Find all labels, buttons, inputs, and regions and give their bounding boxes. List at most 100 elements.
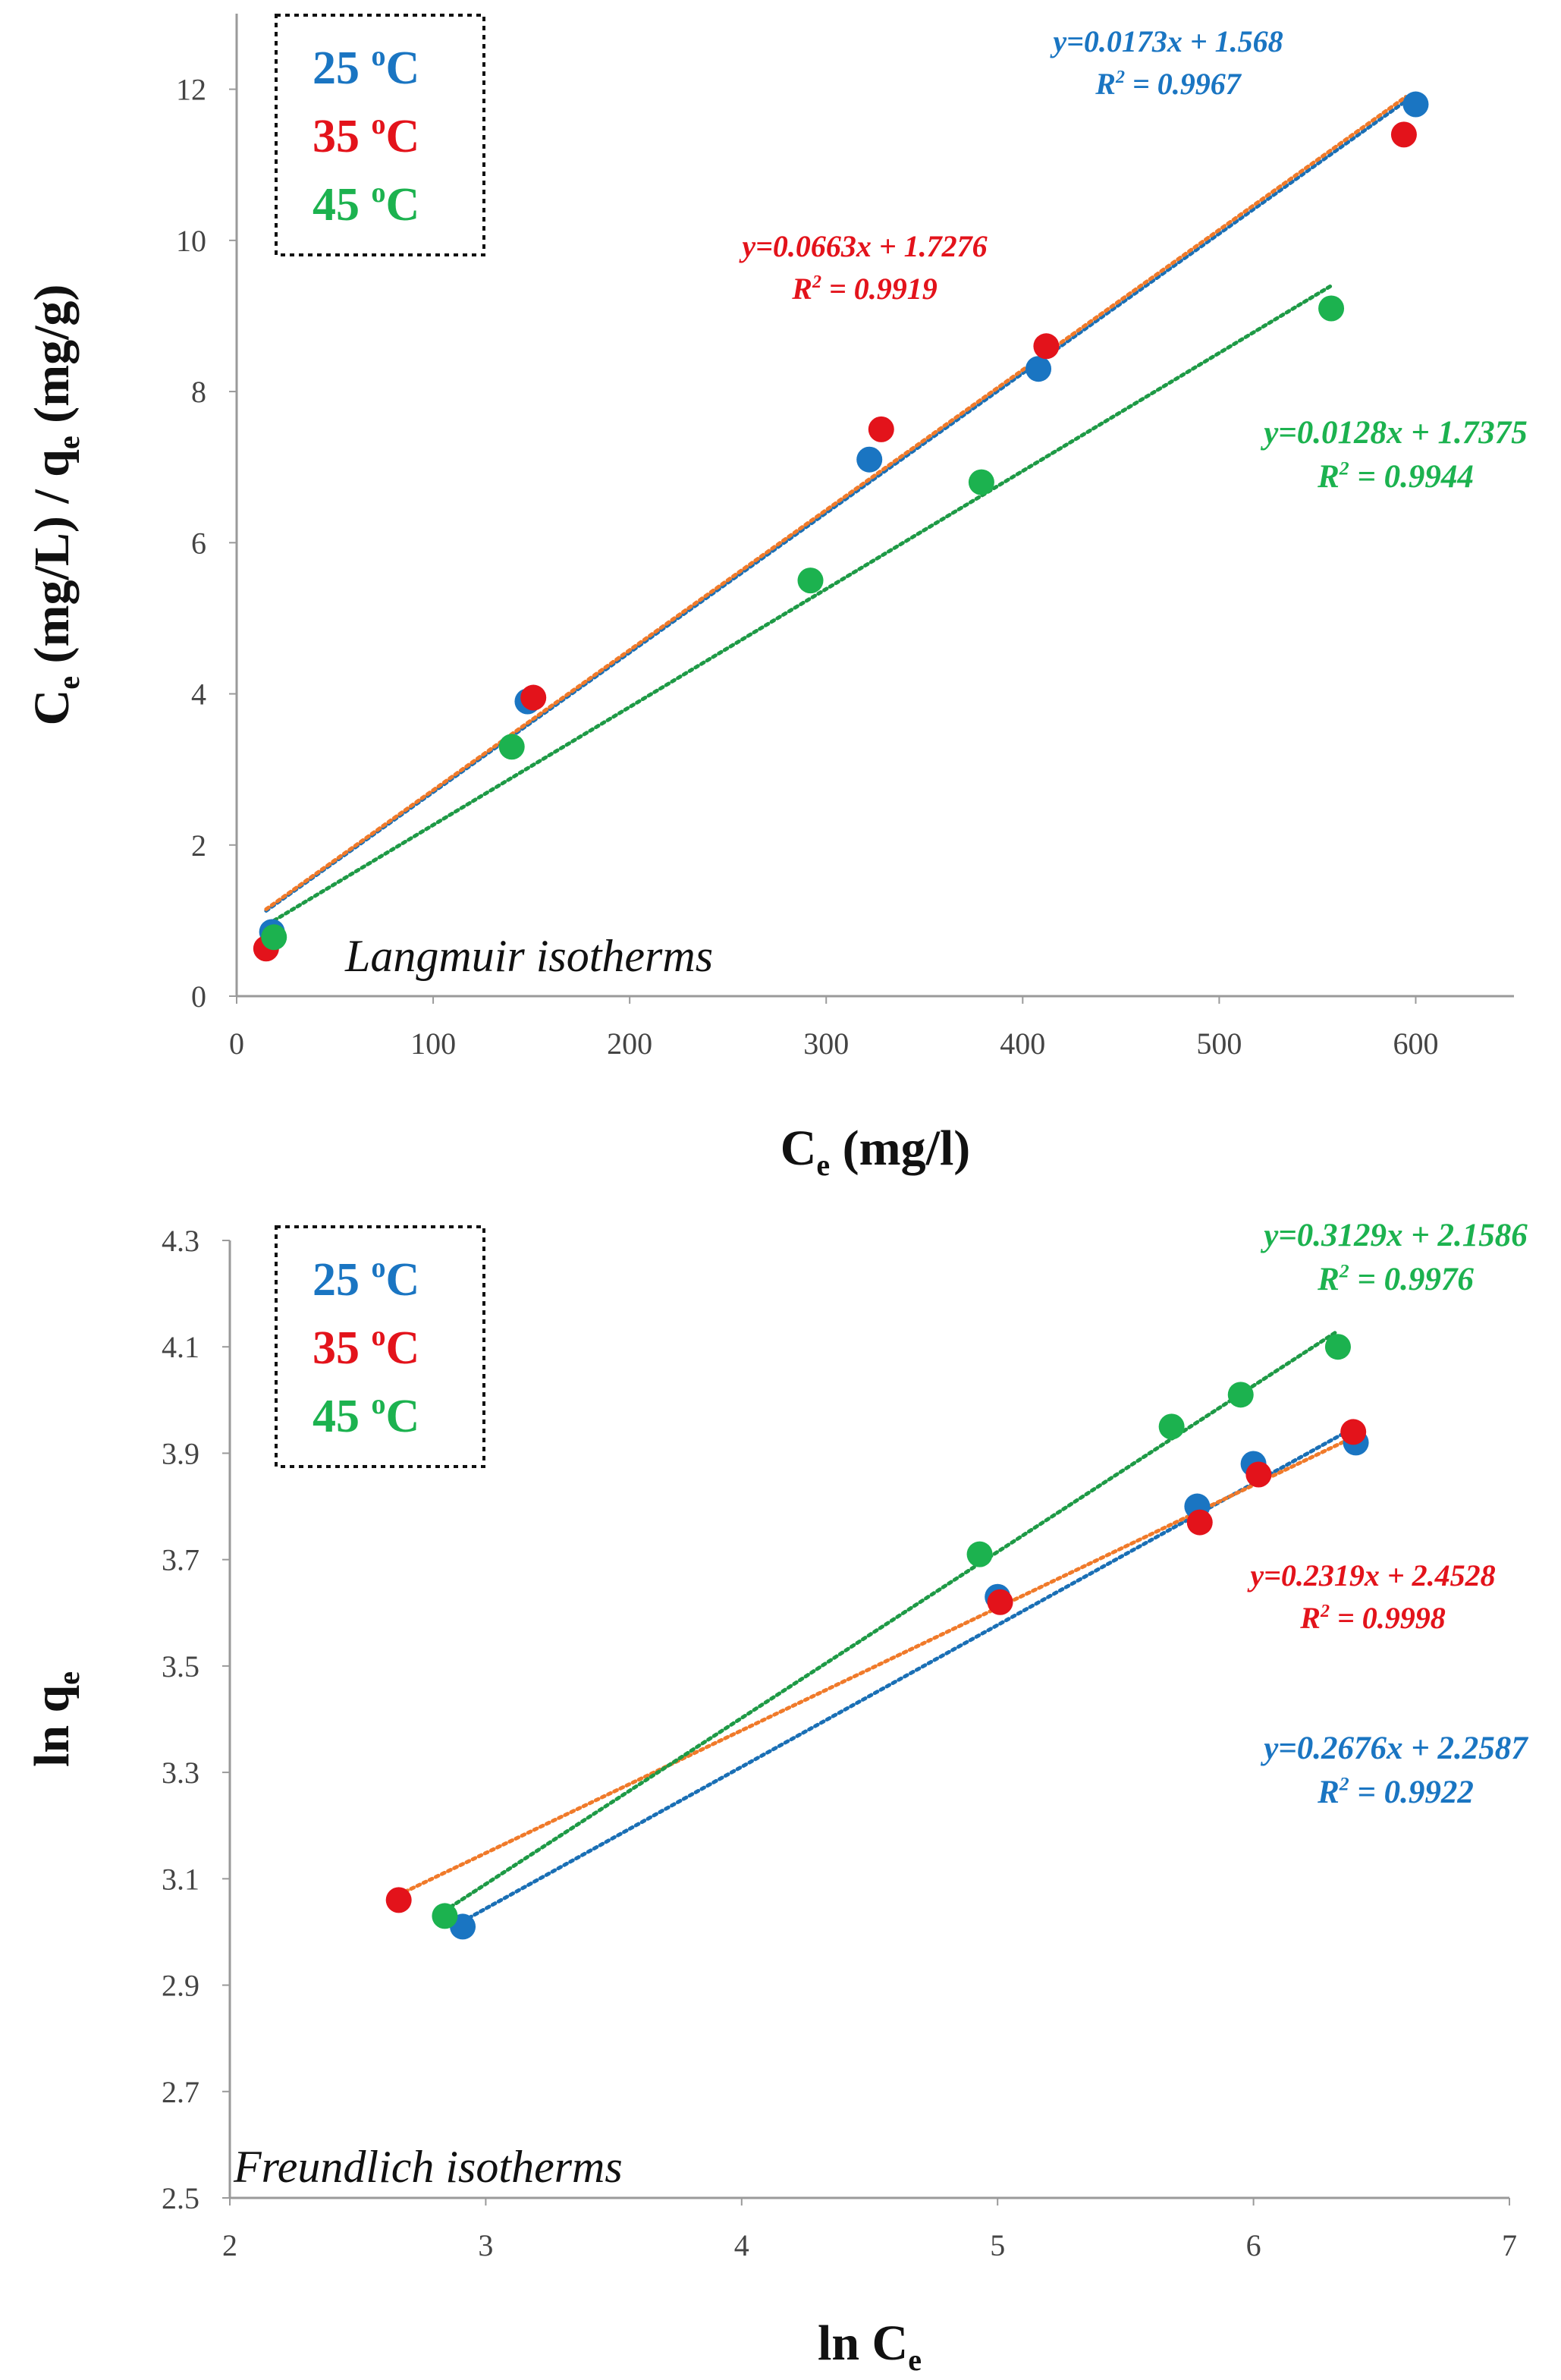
regression-equation-s25: y=0.0173x + 1.568	[1050, 24, 1283, 58]
data-point-s45	[261, 924, 287, 951]
r-squared-exponent: 2	[1115, 68, 1125, 87]
data-point-s45	[432, 1903, 458, 1929]
data-point-s35	[987, 1589, 1013, 1615]
r-squared-symbol: R	[1317, 1775, 1340, 1810]
trendline-s45	[442, 1328, 1340, 1913]
r-squared-value: = 0.9944	[1349, 459, 1474, 495]
r-squared-value: = 0.9976	[1349, 1262, 1475, 1297]
legend-entry-degree: o	[372, 1388, 386, 1420]
x-tick-label: 200	[607, 1027, 652, 1061]
x-tick-label: 2	[222, 2228, 237, 2262]
data-point-s45	[966, 1541, 993, 1567]
y-tick-label: 2.9	[162, 1969, 199, 2003]
y-tick-label: 3.9	[162, 1436, 199, 1470]
x-tick-label: 7	[1502, 2228, 1517, 2262]
r-squared-value: = 0.9922	[1349, 1775, 1474, 1810]
x-tick-label: 0	[229, 1027, 244, 1061]
freundlich-chart: 2.52.72.93.13.33.53.73.94.14.32 3 4 5 6 7ln C…	[24, 1218, 1528, 2377]
legend-entry-unit: C	[386, 1254, 420, 1306]
r-squared-value: = 0.9919	[821, 272, 938, 306]
trendline-s25	[264, 95, 1414, 913]
legend-entry-value: 45	[313, 1391, 372, 1442]
legend-entry-degree: o	[372, 108, 386, 140]
data-point-s25	[1402, 91, 1429, 118]
y-axis-label-sub: e	[52, 676, 86, 690]
y-tick-label: 4.3	[162, 1224, 199, 1258]
legend-entry-s35: 35 oC	[313, 108, 419, 162]
y-tick-label: 10	[176, 224, 206, 258]
x-tick-label: 4	[734, 2228, 749, 2262]
x-tick-label: 300	[803, 1027, 849, 1061]
r-squared-s25: R2 = 0.9922	[1317, 1773, 1474, 1810]
legend-entry-unit: C	[386, 1391, 420, 1442]
x-tick-label: 500	[1196, 1027, 1242, 1061]
data-point-s35	[1245, 1461, 1272, 1488]
legend-entry-s45: 45 oC	[313, 177, 419, 231]
r-squared-value: = 0.9967	[1125, 67, 1242, 101]
y-tick-label: 2	[191, 828, 206, 863]
x-axis-label-main: ln C	[818, 2316, 908, 2371]
legend-entry-s45: 45 oC	[313, 1388, 419, 1442]
data-point-s45	[1158, 1413, 1185, 1440]
trendline-s35	[397, 1435, 1355, 1897]
data-point-s45	[797, 567, 824, 594]
legend-entry-value: 35	[313, 111, 372, 162]
x-axis-label-main: C	[780, 1121, 817, 1176]
legend-entry-degree: o	[372, 1320, 386, 1352]
data-point-s45	[968, 469, 994, 495]
data-point-s35	[1390, 121, 1417, 148]
data-point-s45	[1227, 1382, 1254, 1408]
chart-caption: Langmuir isotherms	[344, 931, 713, 981]
r-squared-s25: R2 = 0.9967	[1095, 67, 1242, 101]
x-axis-label-sub: e	[908, 2343, 922, 2377]
r-squared-value: = 0.9998	[1330, 1601, 1446, 1635]
x-tick-label: 600	[1393, 1027, 1438, 1061]
legend-entry-unit: C	[386, 1322, 420, 1374]
regression-equation-s45: y=0.0128x + 1.7375	[1260, 415, 1528, 451]
y-tick-label: 8	[191, 375, 206, 409]
y-axis-label-sub: e	[52, 1671, 86, 1685]
r-squared-exponent: 2	[1339, 457, 1349, 479]
r-squared-exponent: 2	[1320, 1602, 1330, 1621]
legend-entry-degree: o	[372, 177, 386, 209]
legend-entry-degree: o	[372, 40, 386, 72]
y-axis-label: Ce (mg/L) / qe (mg/g)	[24, 285, 86, 726]
legend-border	[275, 14, 485, 256]
x-axis-label-sub: e	[816, 1148, 830, 1182]
y-tick-label: 12	[176, 73, 206, 107]
y-tick-label: 3.1	[162, 1862, 199, 1896]
r-squared-symbol: R	[1095, 67, 1116, 101]
x-axis-label: ln Ce	[818, 2316, 922, 2377]
r-squared-symbol: R	[1317, 459, 1340, 495]
x-tick-label: 6	[1246, 2228, 1261, 2262]
legend-entry-s25: 25 oC	[313, 40, 419, 94]
r-squared-exponent: 2	[1339, 1260, 1349, 1282]
r-squared-exponent: 2	[1339, 1773, 1349, 1795]
y-axis-label-sub: e	[52, 435, 86, 449]
y-tick-label: 6	[191, 526, 206, 560]
data-point-s35	[1340, 1419, 1367, 1445]
legend-entry-s25: 25 oC	[313, 1252, 419, 1306]
data-point-s45	[1318, 295, 1345, 322]
r-squared-s45: R2 = 0.9976	[1317, 1260, 1474, 1297]
x-tick-label: 400	[1000, 1027, 1045, 1061]
legend: 25 oC 35 oC 45 oC	[275, 14, 485, 256]
x-axis-label: Ce (mg/l)	[780, 1121, 971, 1182]
y-axis-label-part: (mg/g)	[24, 285, 80, 436]
y-axis-label-part: C	[24, 690, 80, 726]
regression-equation-s25: y=0.2676x + 2.2587	[1260, 1731, 1528, 1766]
y-tick-label: 3.3	[162, 1756, 199, 1790]
y-axis-label: ln qe	[24, 1671, 86, 1767]
data-point-s35	[385, 1887, 412, 1913]
regression-equation-s45: y=0.3129x + 2.1586	[1260, 1218, 1528, 1253]
legend-entry-value: 25	[313, 1254, 372, 1306]
data-point-s35	[868, 416, 894, 442]
r-squared-symbol: R	[791, 272, 812, 306]
y-axis-label-part: (mg/L) / q	[24, 449, 80, 676]
regression-equation-s35: y=0.0663x + 1.7276	[739, 229, 987, 263]
trendline-s35	[264, 95, 1409, 911]
data-point-s45	[498, 734, 525, 760]
y-tick-label: 3.5	[162, 1649, 199, 1684]
